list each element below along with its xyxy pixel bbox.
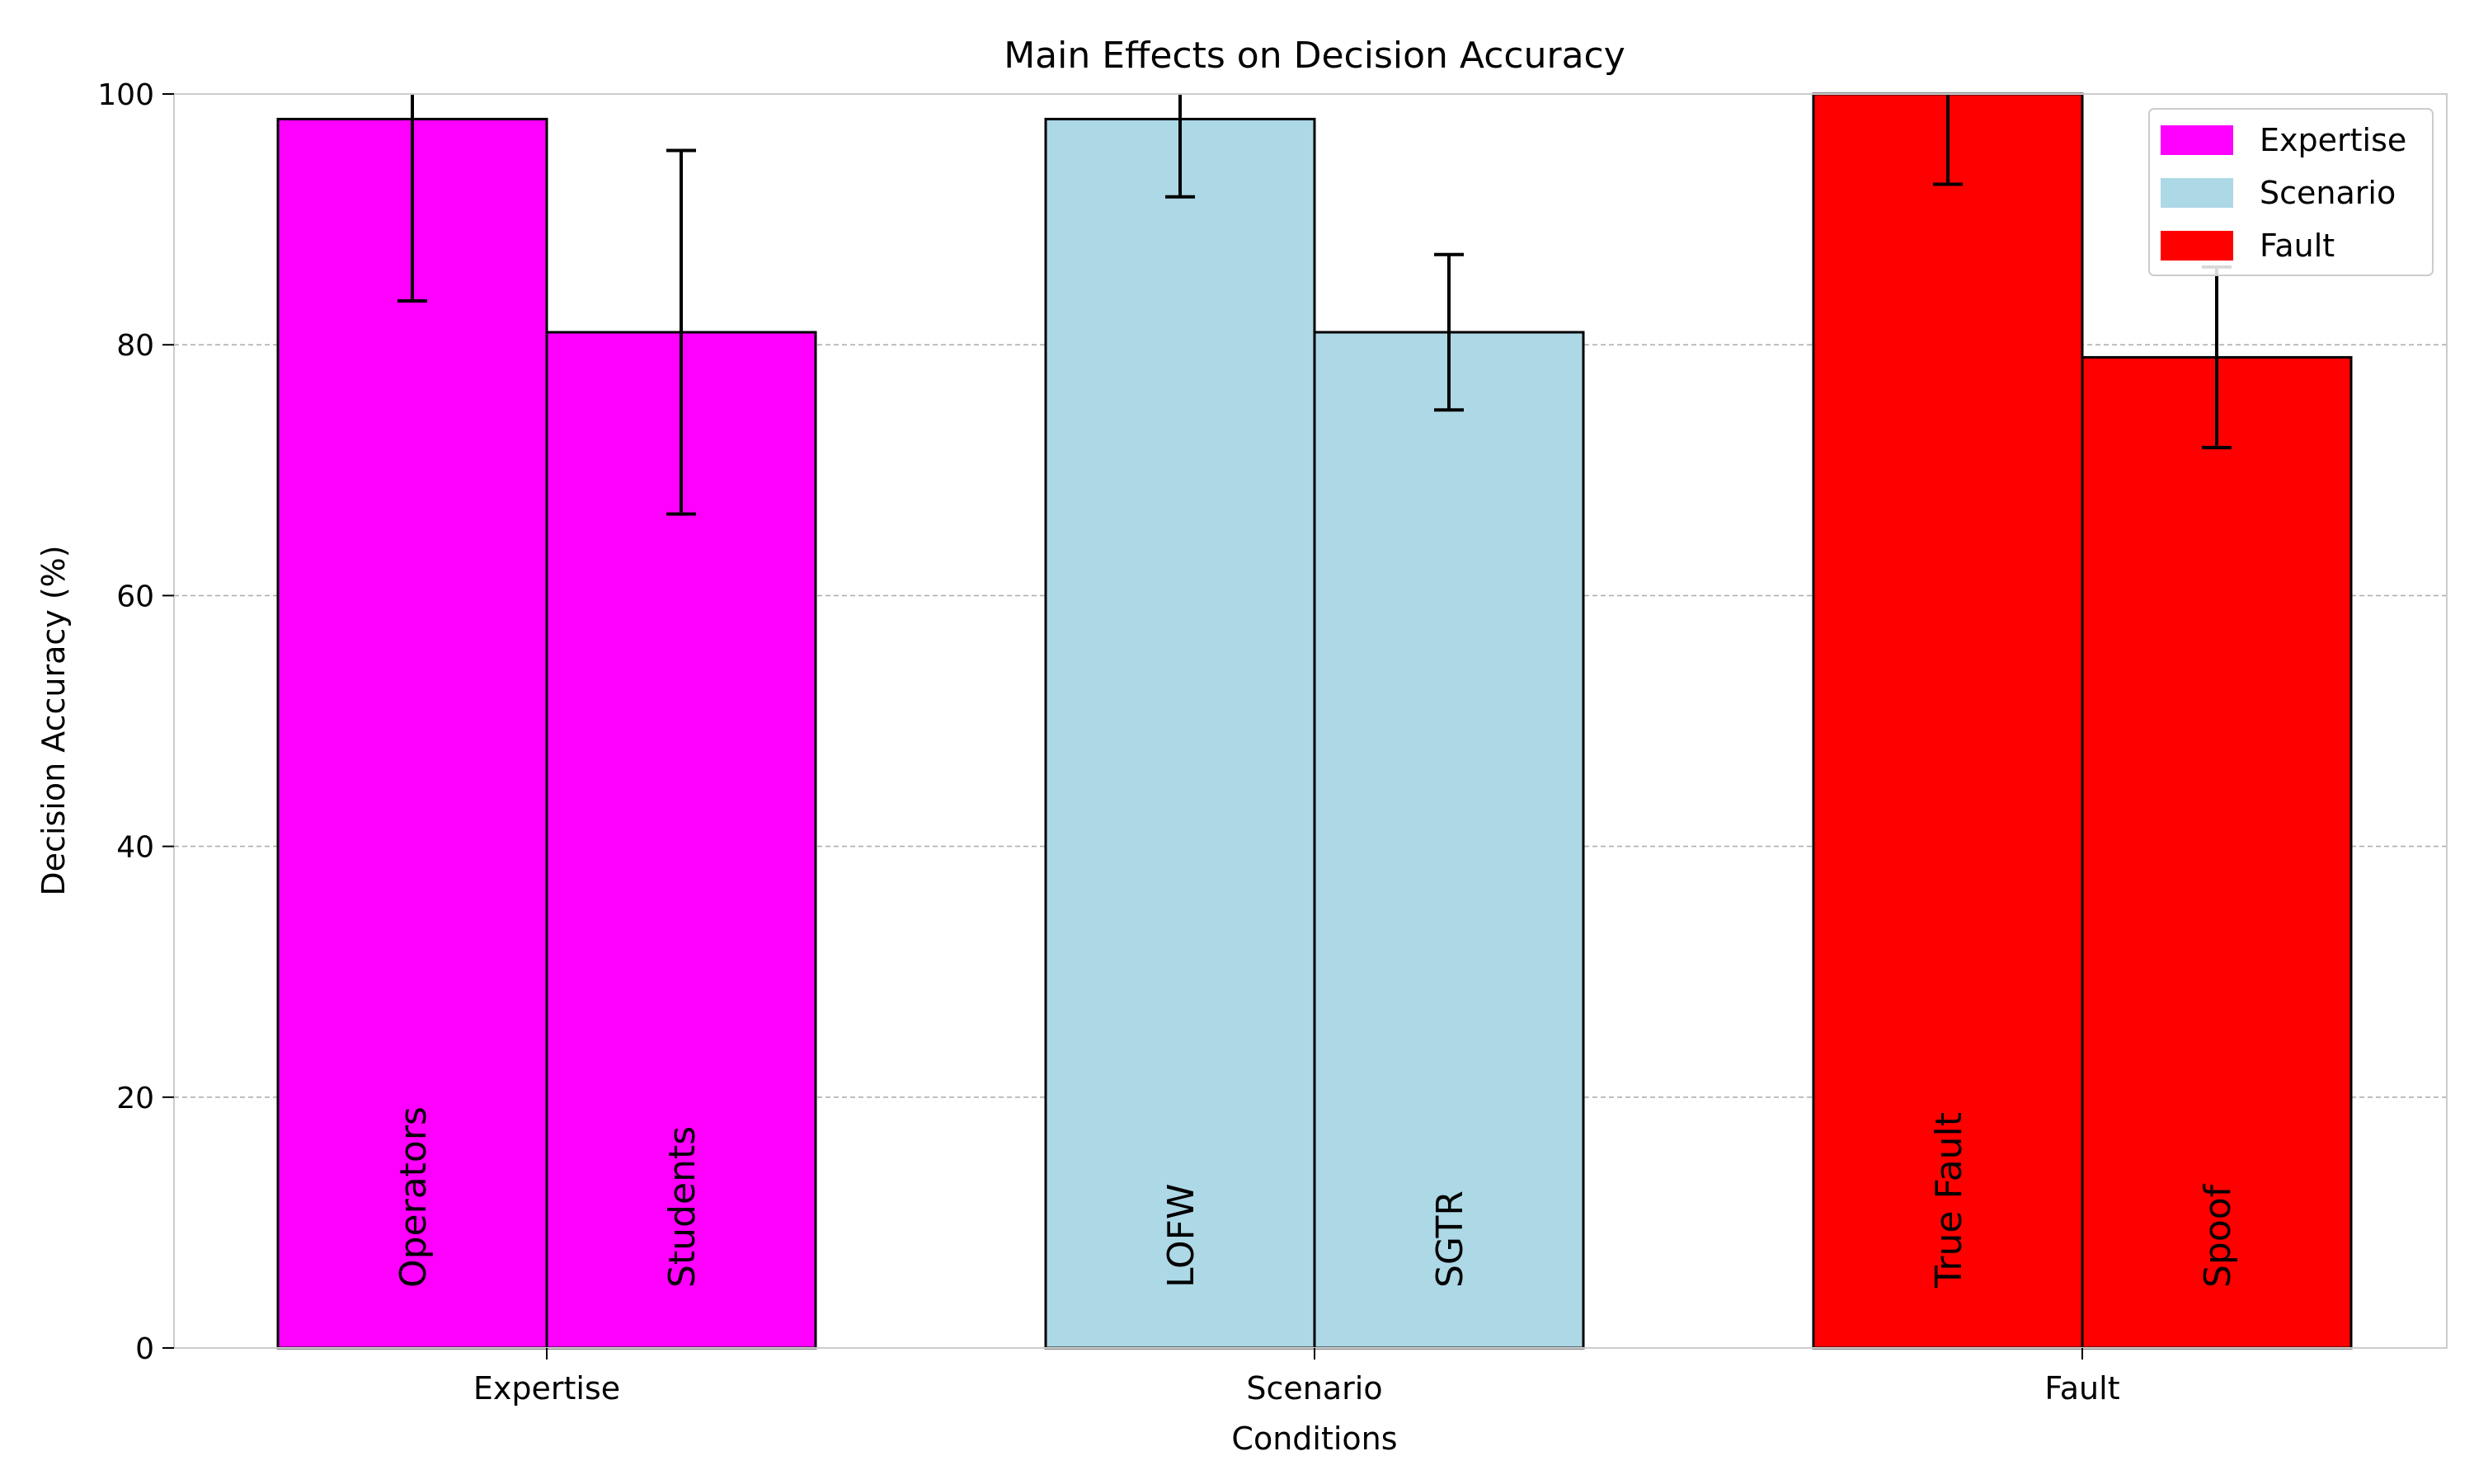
x-tick-label: Expertise	[473, 1370, 620, 1407]
error-bars-layer	[397, 94, 2232, 516]
legend-label: Fault	[2260, 228, 2335, 264]
bar	[2081, 355, 2353, 1350]
legend-swatch	[2161, 178, 2233, 208]
y-tick-label: 80	[116, 329, 154, 363]
y-axis-label: Decision Accuracy (%)	[35, 545, 72, 895]
bar-labels-layer: Operators Students LOFW SGTR True Fault Spoof	[393, 1106, 2239, 1289]
bar-label: Spoof	[2197, 1183, 2239, 1288]
x-tick-label: Scenario	[1246, 1370, 1382, 1407]
legend-swatch	[2161, 231, 2233, 261]
bar	[1044, 117, 1316, 1350]
y-tick-label: 20	[116, 1082, 154, 1115]
x-tick-label: Fault	[2044, 1370, 2119, 1407]
bars-layer	[276, 92, 2353, 1350]
legend-label: Expertise	[2260, 122, 2406, 158]
legend-label: Scenario	[2260, 175, 2396, 211]
legend-swatch	[2161, 125, 2233, 155]
x-axis: Expertise Scenario Fault	[473, 1348, 2120, 1407]
chart-title: Main Effects on Decision Accuracy	[1004, 35, 1625, 77]
bar-label: True Fault	[1928, 1112, 1970, 1289]
bar	[276, 117, 548, 1350]
bar	[1313, 331, 1585, 1350]
y-axis: 0 20 40 60 80 100	[97, 78, 174, 1366]
bar-label: LOFW	[1160, 1184, 1202, 1288]
bar-label: Operators	[393, 1106, 435, 1288]
bar-label: Students	[661, 1126, 703, 1288]
y-tick-label: 60	[116, 580, 154, 613]
y-tick-label: 0	[135, 1332, 154, 1366]
plot-frame	[173, 93, 2448, 1349]
y-tick-label: 40	[116, 831, 154, 865]
x-axis-label: Conditions	[1231, 1421, 1397, 1457]
y-tick-label: 100	[97, 78, 154, 112]
bar-label: SGTR	[1429, 1190, 1471, 1288]
legend: Expertise Scenario Fault	[2148, 108, 2434, 276]
